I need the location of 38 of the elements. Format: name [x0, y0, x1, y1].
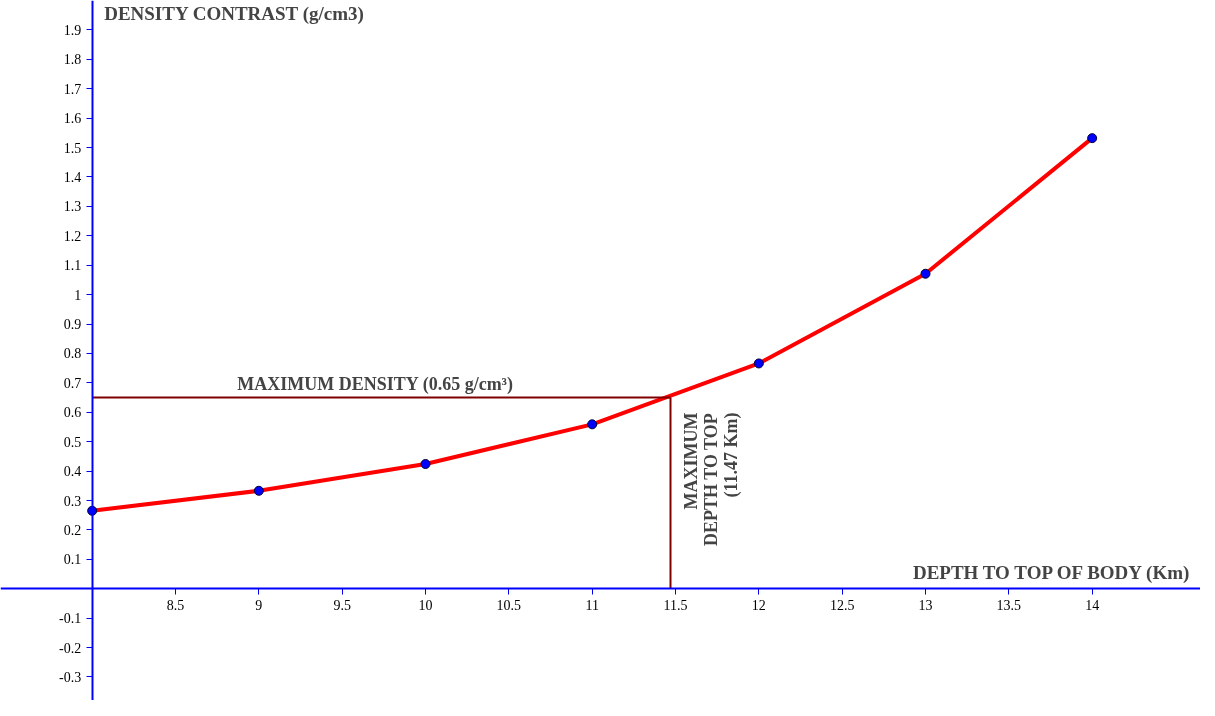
y-tick-label: 0.9: [63, 317, 82, 333]
y-tick-label: 0.5: [63, 434, 82, 450]
y-tick-label: 0.6: [63, 405, 82, 421]
y-tick-label: 1.8: [63, 52, 82, 68]
y-tick-label: 1.9: [63, 22, 82, 38]
y-tick-label: 1.5: [63, 140, 82, 156]
y-tick-label: -0.3: [59, 669, 82, 685]
x-axis-title: DEPTH TO TOP OF BODY (Km): [912, 561, 1190, 584]
y-tick-label: 0.1: [63, 552, 82, 568]
x-tick-label: 12.5: [829, 597, 855, 613]
x-tick-label: 9: [255, 597, 263, 613]
x-tick-label: 9.5: [333, 597, 351, 613]
x-tick-label: 11: [585, 597, 599, 613]
x-tick-label: 8.5: [166, 597, 185, 613]
y-tick-label: 0.3: [63, 493, 82, 509]
y-tick-label: 0.2: [63, 522, 82, 538]
x-tick-label: 13.5: [996, 597, 1022, 613]
y-tick-label: 1.7: [63, 81, 82, 97]
x-tick-label: 10.5: [496, 597, 522, 613]
y-tick-label: 1.1: [63, 258, 82, 274]
y-tick-label: -0.2: [59, 640, 82, 656]
x-tick-label: 10: [418, 597, 433, 613]
y-tick-label: 0.7: [63, 375, 82, 391]
x-tick-label: 11.5: [663, 597, 688, 613]
y-tick-label: 0.8: [63, 346, 82, 362]
y-tick-label: 0.4: [63, 464, 82, 480]
y-tick-label: 1.2: [63, 228, 82, 244]
y-tick-label: -0.1: [59, 611, 82, 627]
y-axis-title: DENSITY CONTRAST (g/cm3): [104, 2, 364, 25]
y-tick-label: 1.4: [63, 169, 82, 185]
x-tick-label: 12: [751, 597, 766, 613]
x-tick-label: 14: [1085, 597, 1100, 613]
y-tick-label: 1.6: [63, 111, 82, 127]
x-tick-label: 13: [918, 597, 933, 613]
y-tick-label: 1.3: [63, 199, 82, 215]
y-tick-label: 1: [74, 287, 82, 303]
annotation: MAXIMUM DENSITY (0.65 g/cm³): [237, 373, 514, 395]
annotation: MAXIMUM DEPTH TO TOP (11.47 Km): [680, 412, 742, 546]
